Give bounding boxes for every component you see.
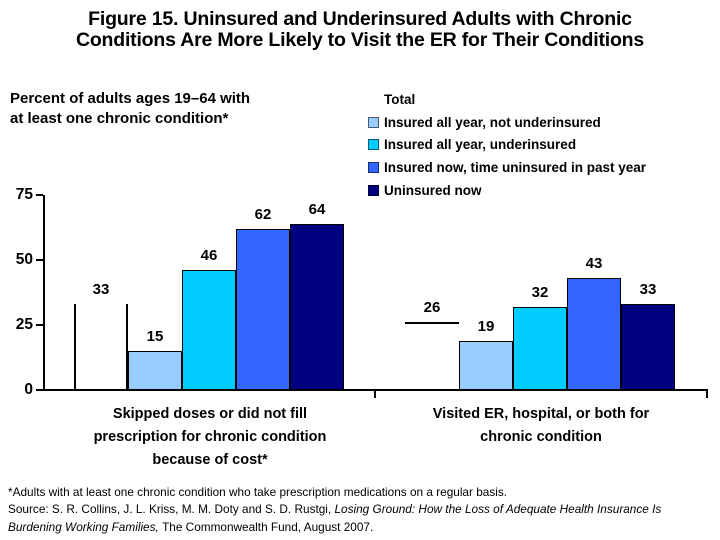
- bar-value-label: 19: [477, 317, 495, 335]
- bar: [128, 351, 182, 390]
- bar-total: [74, 304, 128, 390]
- y-tick: [36, 324, 43, 326]
- y-tick: [36, 259, 43, 261]
- bar-value-label: 32: [531, 283, 549, 301]
- figure-title: Figure 15. Uninsured and Underinsured Ad…: [0, 9, 720, 50]
- group-divider-tick: [374, 391, 376, 398]
- bar-value-label: 33: [92, 281, 110, 299]
- y-tick-label: 75: [15, 186, 33, 203]
- chart-subtitle-line1: Percent of adults ages 19–64 with: [10, 90, 251, 107]
- footnote-source: Source: S. R. Collins, J. L. Kriss, M. M…: [8, 501, 714, 536]
- chart-subtitle: Percent of adults ages 19–64 with at lea…: [10, 89, 250, 129]
- x-axis: [43, 389, 708, 391]
- bar: [621, 304, 675, 390]
- figure-title-line1: Figure 15. Uninsured and Underinsured Ad…: [88, 8, 632, 30]
- y-tick-label: 0: [24, 381, 33, 398]
- bar-value-label: 33: [639, 281, 657, 299]
- legend-item: Insured all year, underinsured: [368, 137, 646, 153]
- bar: [182, 270, 236, 390]
- legend-label: Uninsured now: [384, 182, 482, 198]
- y-tick-label: 50: [15, 251, 33, 268]
- legend-item: Uninsured now: [368, 182, 646, 198]
- footnote-source-italic2: Burdening Working Families,: [8, 519, 163, 534]
- bar-value-label: 64: [308, 200, 326, 218]
- bar-value-label: 46: [200, 247, 218, 265]
- y-tick-label: 25: [15, 316, 33, 333]
- legend-item: Insured all year, not underinsured: [368, 114, 646, 130]
- bar-value-label: 26: [423, 299, 441, 317]
- legend-swatch: [368, 116, 379, 128]
- legend-label: Insured all year, not underinsured: [384, 114, 601, 130]
- y-axis: [43, 195, 45, 391]
- bar-total: [405, 322, 459, 390]
- chart-subtitle-line2: at least one chronic condition*: [10, 110, 229, 127]
- legend-swatch: [368, 162, 379, 174]
- footnote-source-italic1: Losing Ground: How the Loss of Adequate …: [334, 502, 662, 517]
- footnote-note: *Adults with at least one chronic condit…: [8, 485, 508, 499]
- legend-item: Insured now, time uninsured in past year: [368, 160, 647, 176]
- bar: [236, 228, 290, 390]
- legend-item: Total: [368, 92, 646, 107]
- legend-swatch: [368, 184, 379, 196]
- legend-label: Insured now, time uninsured in past year: [384, 160, 647, 176]
- category-label: Skipped doses or did not fill prescripti…: [93, 406, 327, 468]
- footnote: *Adults with at least one chronic condit…: [8, 484, 714, 536]
- bar-value-label: 15: [146, 328, 164, 345]
- figure-title-line2: Conditions Are More Likely to Visit the …: [75, 28, 645, 51]
- footnote-source-prefix: Source: S. R. Collins, J. L. Kriss, M. M…: [8, 502, 335, 517]
- axis-end-tick: [706, 391, 708, 398]
- chart-legend: Total Insured all year, not underinsured I…: [368, 92, 647, 206]
- bar-value-label: 43: [585, 255, 603, 273]
- legend-swatch: [368, 139, 379, 151]
- y-tick: [36, 194, 43, 196]
- bar: [290, 223, 344, 390]
- legend-label: Insured all year, underinsured: [384, 137, 577, 153]
- footnote-source-suffix: The Commonwealth Fund, August 2007.: [162, 519, 374, 534]
- bar: [513, 306, 567, 390]
- bar: [567, 278, 621, 390]
- bar-value-label: 62: [254, 205, 272, 223]
- y-tick: [36, 389, 43, 391]
- bar: [459, 340, 513, 390]
- legend-label: Total: [384, 92, 416, 107]
- category-label: Visited ER, hospital, or both for chroni…: [432, 406, 650, 445]
